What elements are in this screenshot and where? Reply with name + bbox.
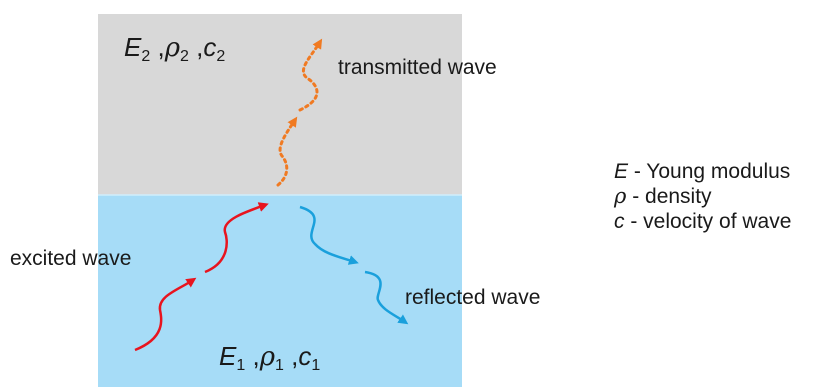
velocity-symbol: c [298,341,312,371]
legend-text: - density [626,185,712,208]
legend-symbol: ρ [614,184,627,208]
excited-wave-label: excited wave [10,247,132,270]
separator: , [196,32,204,62]
transmitted-wave-upper [298,38,323,112]
medium-1-region [98,195,462,387]
density-symbol: ρ [164,33,181,63]
reflected-wave-upper [299,205,359,265]
medium-2-region [98,14,462,195]
reflected-wave-label: reflected wave [405,286,541,309]
excited-wave-upper [204,202,269,274]
medium-2-properties: E2 ,ρ2 ,c2 [124,34,225,65]
subscript: 2 [216,48,226,65]
legend-item-velocity: c - velocity of wave [614,209,791,234]
legend-item-density: ρ - density [614,184,791,209]
excited-wave-lower [134,277,197,352]
velocity-symbol: c [203,32,217,62]
subscript: 1 [275,357,284,374]
transmitted-wave-label: transmitted wave [338,56,497,79]
separator: , [157,32,165,62]
transmitted-wave-lower [276,116,298,187]
young-modulus-symbol: E [124,32,142,62]
subscript: 1 [236,357,246,374]
density-symbol: ρ [259,342,276,372]
subscript: 2 [180,48,189,65]
separator: , [252,341,260,371]
legend-symbol: E [614,160,629,183]
subscript: 2 [141,48,151,65]
legend-symbol: c [614,210,625,233]
young-modulus-symbol: E [219,341,237,371]
legend: E - Young modulus ρ - density c - veloci… [614,159,791,234]
medium-1-properties: E1 ,ρ1 ,c1 [219,343,320,374]
legend-text: - Young modulus [628,160,791,183]
legend-text: - velocity of wave [624,210,792,233]
separator: , [291,341,299,371]
reflected-wave-lower [364,270,409,325]
subscript: 1 [311,357,321,374]
legend-item-young-modulus: E - Young modulus [614,159,791,184]
